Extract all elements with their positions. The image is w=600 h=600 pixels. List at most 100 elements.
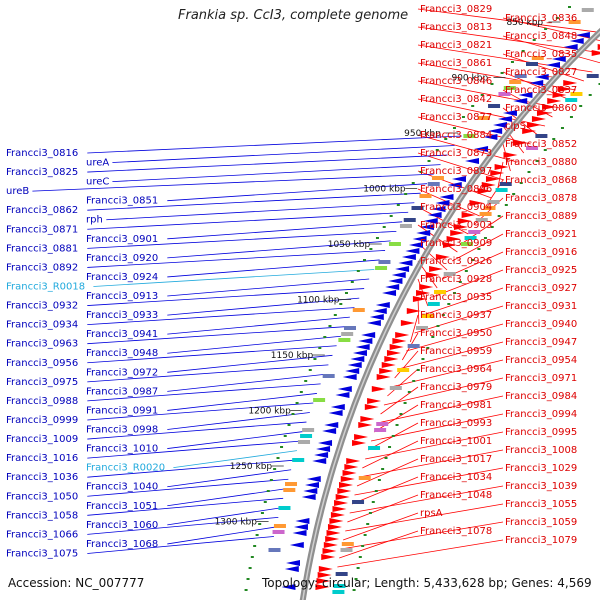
cog-category-box [488,104,501,108]
tick-dot [490,226,494,228]
kbp-tick-label: 1100 kbp [297,296,340,306]
forward-gene-arrow [453,224,468,230]
right-label-connector [451,233,504,262]
kbp-tick-label: 1300 kbp [215,518,258,528]
right-gene-label: Francci3_0848 [505,31,577,42]
forward-gene-arrow [323,542,338,548]
forward-gene-arrow [512,140,527,146]
right-gene-label: Francci3_0964 [420,364,492,375]
reverse-gene-arrow [355,344,370,350]
reverse-gene-arrow [286,560,300,566]
forward-gene-arrow [335,494,350,500]
left-label-connector [87,250,386,268]
tick-dot [483,237,487,239]
right-label-connector [394,350,419,379]
left-label-connector [87,383,321,402]
left-gene-label: Francci3_0825 [6,167,78,178]
tick-dot [435,149,439,151]
tick-dot [384,457,388,459]
left-gene-label: Francci3_0862 [6,205,78,216]
reverse-gene-arrow [342,374,357,380]
right-gene-label: Francci3_1034 [420,472,492,483]
left-label-connector [167,431,304,449]
tick-dot [266,490,270,492]
reverse-gene-arrow [347,362,362,368]
right-gene-label: Francci3_0928 [420,274,492,285]
reverse-gene-arrow [281,584,296,590]
forward-gene-arrow [419,284,434,290]
tick-dot [308,369,312,371]
right-label-connector [351,476,419,505]
reverse-gene-arrow [292,530,307,536]
cog-category-box [570,92,583,96]
left-label-connector [87,307,355,326]
cog-category-box [431,176,444,180]
forward-gene-arrow [364,404,379,410]
right-label-connector [365,431,504,460]
right-label-connector [410,314,419,343]
cog-category-box [376,422,389,426]
reverse-gene-arrow [358,338,373,344]
tick-dot [244,589,248,591]
tick-dot [313,358,317,360]
tick-dot [461,116,465,118]
right-gene-label: Francci3_1059 [505,517,577,528]
cog-category-box [568,20,581,24]
left-gene-label: Francci3_1051 [86,501,158,512]
right-gene-label: Francci3_0921 [505,229,577,240]
right-gene-label: Francci3_0877 [420,112,492,123]
cog-category-box [443,272,456,276]
forward-gene-arrow [557,86,572,92]
forward-gene-arrow [352,440,367,446]
reverse-gene-arrow [369,314,384,320]
tick-dot [280,446,284,448]
left-gene-label: ureC [86,177,109,188]
tick-dot [318,347,322,349]
tick-dot [471,105,475,107]
reverse-gene-arrow [551,56,566,62]
tick-dot [350,281,354,283]
tick-dot [276,457,280,459]
left-gene-label: Francci3_0901 [86,234,158,245]
left-label-connector [87,497,284,516]
tick-dot [396,204,400,206]
cog-category-box [302,428,315,432]
left-gene-label: Francci3_0975 [6,377,78,388]
reverse-gene-arrow [293,524,308,530]
forward-gene-arrow [485,176,500,182]
right-label-connector [417,134,518,163]
cog-category-box [278,506,291,510]
left-label-connector [167,488,286,507]
left-gene-label: Francci3_1050 [6,491,78,502]
reverse-gene-arrow [337,386,352,392]
right-gene-label: Francci3_0829 [420,4,492,15]
right-gene-label: Francci3_0852 [505,139,577,150]
right-gene-label: Francci3_0947 [505,337,577,348]
cog-category-box [272,530,285,534]
forward-gene-arrow [536,110,551,116]
right-label-connector [417,116,531,145]
right-label-connector [373,404,419,433]
right-gene-label: Francci3_1048 [420,490,492,501]
forward-gene-arrow [360,416,375,422]
right-gene-label: rpsA [420,508,443,519]
tick-dot [356,270,360,272]
tick-dot [344,292,348,294]
reverse-gene-arrow [546,62,561,68]
right-gene-label: Francci3_0827 [505,67,577,78]
tick-dot [374,490,378,492]
right-gene-label: Francci3_0925 [505,265,577,276]
cog-category-box [477,116,490,120]
tick-dot [368,512,372,514]
forward-gene-arrow [412,296,427,302]
forward-gene-arrow [381,362,396,368]
cog-category-box [411,206,424,210]
tick-dot [255,534,259,536]
cog-category-box [340,548,353,552]
right-label-connector [398,341,504,370]
reverse-gene-arrow [493,122,508,128]
backbone-highlight [302,30,600,600]
right-label-connector [423,287,504,316]
forward-gene-arrow [340,476,355,482]
